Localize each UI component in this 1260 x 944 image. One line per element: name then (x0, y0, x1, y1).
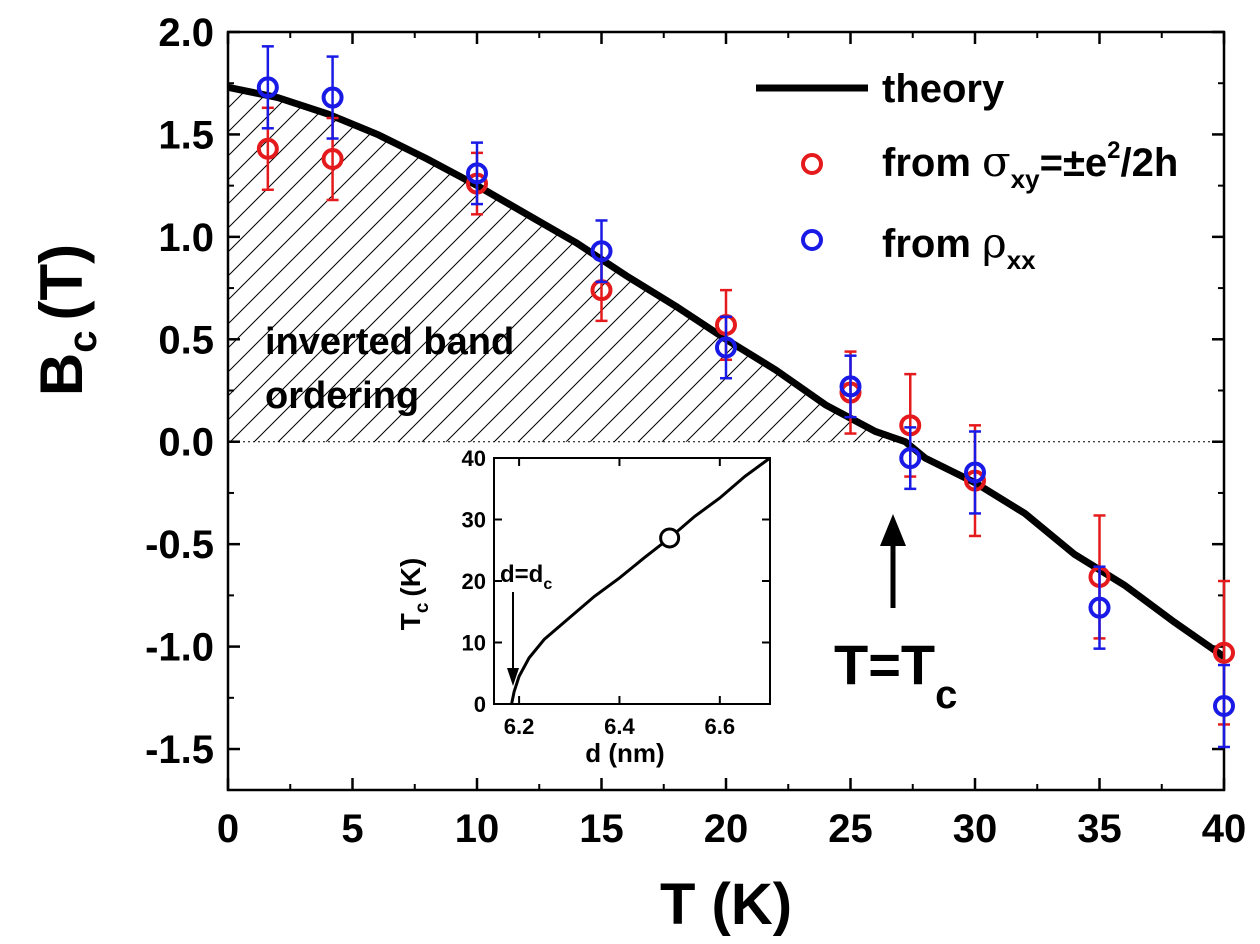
y-axis-title: Bc(T) (28, 244, 105, 396)
data-point (321, 148, 344, 171)
error-bar (904, 426, 917, 491)
data-point (466, 162, 488, 185)
inset-y-tick-label: 10 (462, 631, 486, 656)
inset-y-tick-label: 40 (462, 446, 486, 471)
data-point (256, 137, 279, 160)
error-bar (720, 315, 732, 380)
data-point (715, 336, 737, 359)
inset-y-tick-label: 30 (462, 508, 486, 533)
error-bar (969, 430, 981, 515)
legend-blue-marker (801, 229, 823, 251)
data-point (256, 76, 279, 99)
axis-ticks (226, 30, 1226, 790)
error-bar (595, 219, 608, 284)
inset-tick-labels: 6.2 6.4 6.6 40 30 20 10 0 (462, 446, 736, 739)
region-label-line2: ordering (265, 375, 419, 417)
y-tick-label: 0.0 (158, 421, 214, 465)
x-tick-label: 15 (579, 807, 624, 851)
tc-label: T=Tc (834, 633, 957, 717)
inset-y-axis-title: Tc(K) (395, 558, 433, 631)
axis-tick-labels: 0 5 10 15 20 25 30 35 40 2.0 1.5 1.0 0.5 0.0 -0.5 -1.0 -… (145, 11, 1246, 851)
inset-y-tick-label: 0 (474, 692, 486, 717)
inset-frame (493, 457, 771, 705)
data-point (321, 86, 344, 109)
x-tick-label: 0 (217, 807, 239, 851)
svg-text:Bc(T): Bc(T) (28, 244, 105, 396)
x-axis-title: T (K) (660, 872, 792, 937)
error-bar (1218, 663, 1230, 749)
x-tick-label: 40 (1202, 807, 1247, 851)
svg-text:Tc(K): Tc(K) (395, 558, 433, 631)
data-point (590, 240, 613, 263)
data-point (839, 375, 862, 398)
y-tick-label: -1.0 (145, 626, 214, 670)
x-tick-label: 5 (341, 807, 363, 851)
x-tick-label: 10 (455, 807, 500, 851)
x-tick-label: 20 (704, 807, 749, 851)
data-point (1213, 695, 1235, 718)
inverted-band-region (228, 87, 906, 442)
x-tick-label: 30 (953, 807, 998, 851)
tc-arrow (880, 514, 906, 608)
error-bar (261, 45, 274, 130)
blue-series (256, 45, 1235, 749)
inset-y-tick-label: 20 (462, 569, 486, 594)
theory-curve (228, 83, 1224, 660)
data-point (964, 461, 986, 484)
inset-dc-label: d=dc (500, 561, 552, 593)
inset-x-tick-label: 6.6 (705, 714, 736, 739)
error-bar (844, 354, 857, 419)
y-tick-label: -1.5 (145, 728, 214, 772)
region-label-line1: inverted band (265, 321, 514, 363)
legend-theory-label: theory (882, 67, 1005, 111)
data-point (1088, 596, 1111, 619)
inset-dc-arrow (507, 592, 519, 686)
inset-chart: 6.2 6.4 6.6 40 30 20 10 0 d (nm) Tc(K) d=dc (395, 446, 771, 768)
inset-x-tick-label: 6.2 (504, 714, 535, 739)
legend-red-label: from σxy=±e2/2h (882, 137, 1178, 194)
inset-x-tick-label: 6.4 (604, 714, 635, 739)
error-bar (326, 55, 339, 140)
error-bar (1093, 565, 1106, 650)
inset-marker (659, 527, 681, 549)
inset-x-axis-title: d (nm) (585, 738, 664, 768)
y-tick-label: 1.5 (158, 113, 214, 157)
legend-blue-label: from ρxx (882, 218, 1036, 275)
y-tick-label: 0.5 (158, 318, 214, 362)
legend-red-marker (801, 153, 823, 175)
data-point (1213, 641, 1235, 664)
x-tick-label: 25 (828, 807, 873, 851)
legend: theory from σxy=±e2/2h from ρxx (756, 67, 1178, 275)
data-point (899, 447, 922, 470)
y-tick-label: 1.0 (158, 216, 214, 260)
inset-tc-curve (510, 456, 771, 705)
x-tick-label: 35 (1077, 807, 1122, 851)
y-tick-label: 2.0 (158, 11, 214, 55)
error-bar (471, 141, 483, 206)
y-tick-label: -0.5 (145, 523, 214, 567)
